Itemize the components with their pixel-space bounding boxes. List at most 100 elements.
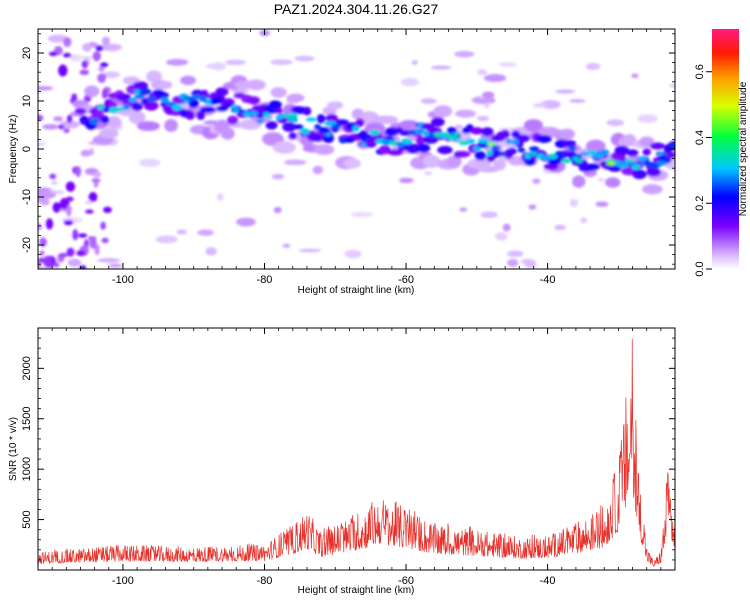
heatmap-cell (102, 71, 121, 79)
heatmap-cell (143, 101, 159, 111)
heatmap-cell (89, 236, 97, 249)
heatmap-cell (88, 192, 98, 203)
heatmap-cell (268, 109, 278, 114)
heatmap-cell (528, 204, 537, 210)
heatmap-cell (454, 150, 471, 158)
heatmap-cell (196, 110, 206, 121)
heatmap-cell (498, 151, 507, 157)
heatmap-cell (65, 196, 74, 202)
heatmap-cell (97, 258, 121, 263)
heatmap-cell (99, 62, 109, 68)
heatmap-cell (79, 69, 90, 75)
heatmap-cell (299, 128, 310, 135)
heatmap-cell (205, 63, 222, 69)
heatmap-cell (482, 91, 495, 99)
heatmap-cell (48, 51, 58, 56)
heatmap-cell (225, 59, 246, 66)
heatmap-cell (344, 249, 362, 259)
heatmap-cell (50, 180, 59, 185)
heatmap-cell (437, 145, 453, 155)
heatmap-cell (492, 159, 506, 171)
heatmap-cell (84, 200, 93, 205)
heatmap-cell (81, 60, 89, 69)
heatmap-cell (138, 158, 161, 168)
snr-y-tick-label: 500 (21, 510, 33, 528)
figure-title: PAZ1.2024.304.11.26.G27 (274, 1, 439, 17)
heatmap-cell (101, 237, 109, 244)
heatmap-cell (543, 163, 559, 171)
snr-x-tick-label: -80 (257, 575, 273, 587)
heatmap-cell (97, 104, 105, 111)
heatmap-cell (536, 134, 552, 143)
heatmap-y-tick-label: -20 (21, 237, 33, 253)
heatmap-cell (401, 138, 413, 145)
heatmap-cell (63, 37, 72, 48)
heatmap-cell (134, 90, 140, 93)
heatmap-cell (573, 157, 579, 160)
heatmap-cell (166, 58, 189, 66)
heatmap-cell (561, 158, 571, 164)
snr-y-tick-label: 1500 (21, 407, 33, 431)
heatmap-cell (101, 88, 108, 99)
heatmap-cell (101, 36, 111, 46)
heatmap-cell (327, 101, 344, 110)
heatmap-cell (597, 178, 605, 182)
heatmap-cell (58, 64, 68, 77)
heatmap-cell (364, 122, 386, 134)
heatmap-cell (100, 43, 123, 52)
heatmap-cell (617, 162, 630, 168)
heatmap-cell (476, 115, 490, 122)
heatmap-cell (115, 106, 125, 112)
heatmap-cell (94, 243, 100, 256)
heatmap-cell (53, 262, 60, 268)
heatmap-cell (215, 87, 229, 97)
heatmap-cell (53, 116, 63, 122)
heatmap-cell (76, 250, 86, 257)
colorbar-gradient (712, 29, 739, 269)
heatmap-cell (58, 124, 65, 130)
heatmap-cell (146, 70, 162, 84)
heatmap-cell (38, 114, 44, 121)
heatmap-cell (446, 126, 458, 134)
heatmap-cell (193, 94, 200, 100)
heatmap-cell (216, 105, 228, 112)
heatmap-cell (117, 103, 135, 116)
heatmap-cell (63, 128, 70, 134)
heatmap-cell (293, 124, 304, 130)
heatmap-x-tick-label: -40 (540, 274, 556, 286)
heatmap-cell (325, 133, 331, 136)
heatmap-cell (75, 56, 97, 60)
heatmap-cell (271, 173, 285, 180)
heatmap-cell (529, 146, 540, 152)
heatmap-cell (472, 146, 482, 151)
heatmap-cell (220, 127, 235, 140)
heatmap-x-tick-label: -60 (398, 274, 414, 286)
heatmap-cell (100, 221, 106, 230)
heatmap-cell (453, 136, 462, 142)
heatmap-cell (72, 229, 79, 241)
heatmap-cell (430, 65, 452, 70)
heatmap-cell (286, 113, 298, 120)
heatmap-cell (608, 162, 614, 165)
heatmap-cell (75, 166, 82, 178)
heatmap-cell (365, 134, 373, 139)
heatmap-x-tick-label: -100 (112, 274, 134, 286)
heatmap-cell (664, 157, 672, 164)
heatmap-cell (43, 255, 53, 268)
heatmap-cell (530, 152, 537, 156)
heatmap-cell (417, 143, 431, 153)
heatmap-cell (66, 205, 72, 217)
heatmap-cell (511, 139, 519, 146)
heatmap-cell (63, 53, 72, 58)
heatmap-cell (422, 130, 430, 137)
heatmap-cell (568, 99, 586, 103)
heatmap-cell (47, 34, 69, 43)
heatmap-cell (270, 59, 293, 65)
heatmap-cell (39, 237, 47, 248)
heatmap-cell (549, 153, 558, 159)
snr-series-line (38, 338, 675, 567)
heatmap-cell (605, 177, 621, 188)
heatmap-cell (316, 114, 326, 124)
heatmap-cell (405, 143, 421, 154)
heatmap-cell (360, 142, 367, 146)
